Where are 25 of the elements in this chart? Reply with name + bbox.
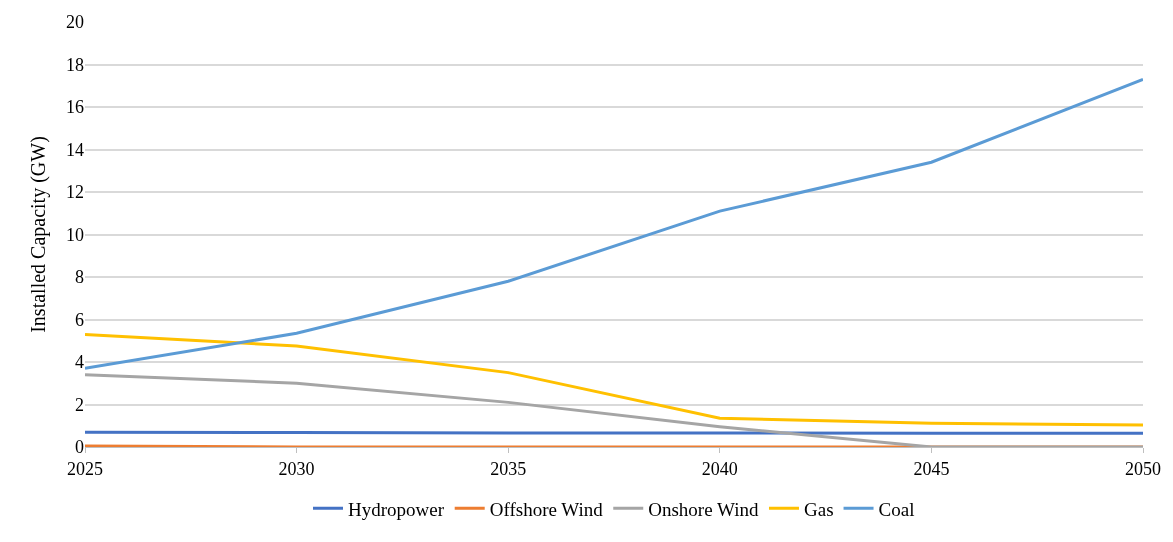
y-tick-label: 6 xyxy=(75,309,84,330)
x-tick-label: 2025 xyxy=(67,458,103,479)
y-tick-label: 10 xyxy=(66,224,84,245)
y-tick-label: 12 xyxy=(66,182,84,203)
legend-label: Coal xyxy=(878,498,915,520)
x-tick-label: 2050 xyxy=(1125,458,1161,479)
x-tick-label: 2030 xyxy=(278,458,315,479)
x-tick-label: 2040 xyxy=(701,458,738,479)
x-tick-label: 2045 xyxy=(913,458,950,479)
y-axis-title: Installed Capacity (GW) xyxy=(26,136,50,333)
legend-label: Offshore Wind xyxy=(489,498,604,520)
y-tick-label: 4 xyxy=(75,352,84,373)
y-tick-label: 0 xyxy=(75,437,84,458)
legend-label: Gas xyxy=(803,498,834,520)
x-tick-label: 2035 xyxy=(490,458,527,479)
legend-label: Onshore Wind xyxy=(648,498,759,520)
y-tick-label: 20 xyxy=(66,12,84,33)
y-tick-label: 2 xyxy=(75,394,84,415)
y-tick-label: 8 xyxy=(75,267,84,288)
y-tick-label: 18 xyxy=(66,54,84,75)
y-tick-label: 16 xyxy=(66,97,84,118)
line-series xyxy=(85,77,1143,370)
y-tick-label: 14 xyxy=(66,139,84,160)
legend-label: Hydropower xyxy=(348,498,445,520)
line-series xyxy=(85,332,1143,427)
